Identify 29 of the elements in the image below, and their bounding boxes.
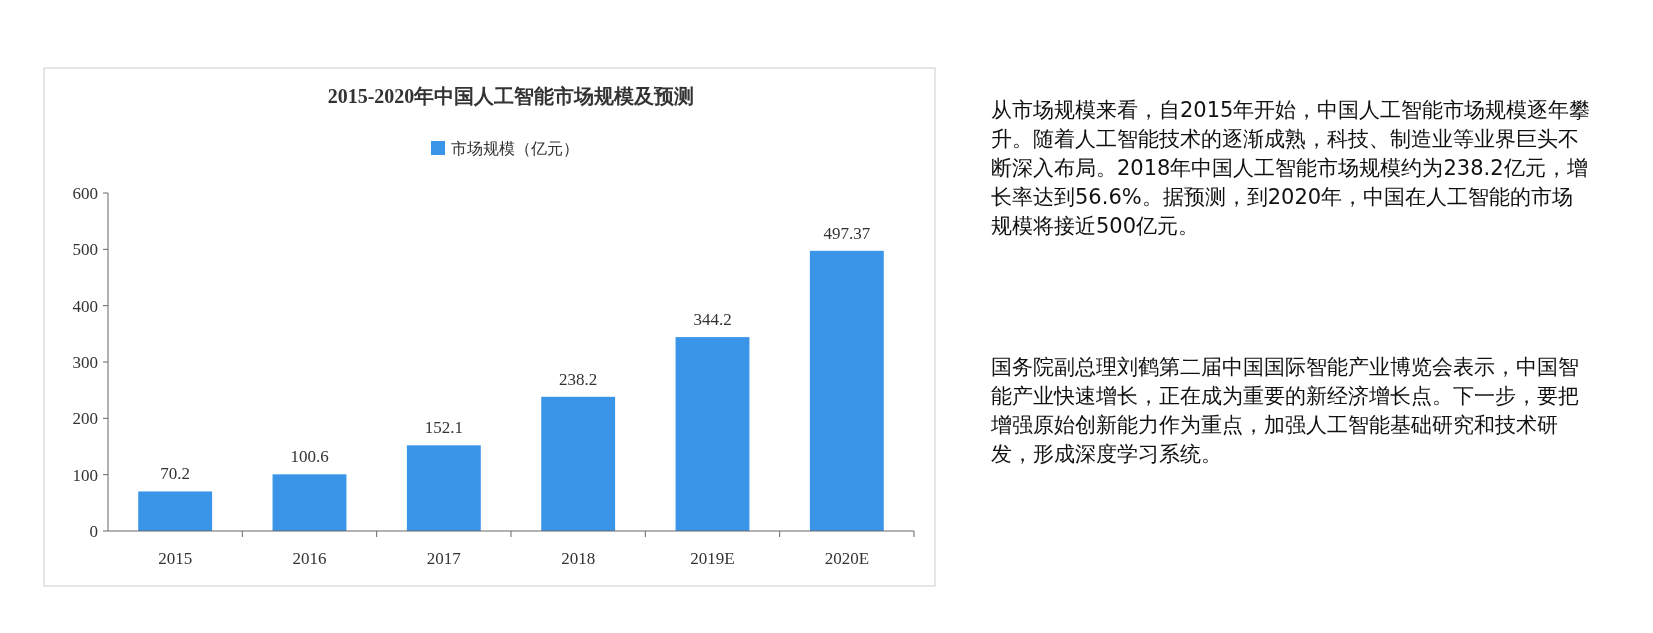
y-tick-label: 300 (72, 353, 98, 372)
x-tick-label: 2015 (158, 549, 193, 568)
data-label: 70.2 (160, 464, 191, 484)
x-tick-label: 2020E (824, 549, 870, 568)
data-label: 344.2 (693, 310, 732, 330)
x-tick-label: 2016 (292, 549, 327, 568)
x-tick-label: 2017 (426, 549, 462, 568)
bar (138, 491, 213, 531)
x-tick-label: 2018 (561, 549, 596, 568)
data-label: 238.2 (559, 369, 598, 389)
bar (406, 445, 481, 531)
text: 从市场规模来看，自2015年开始，中国人工智能市场规模逐年攀升。随着人工智能技术的逐渐成熟，科技、制造业等业界巨头不断深入布局。2018年中国人工智能市场规模约为238.2亿元，增长率达到56.6%。据预测，到2020年，中国在人工智能的市场规模将接近500亿元。 (991, 97, 1591, 240)
y-tick-label: 0 (89, 522, 98, 541)
chart-title: 2015-2020年中国人工智能市场规模及预测 (327, 85, 695, 107)
data-label: 497.37 (823, 223, 871, 243)
y-tick-label: 400 (72, 296, 98, 316)
data-label: 100.6 (290, 447, 329, 467)
text: 国务院副总理刘鹤第二届中国国际智能产业博览会表示，中国智能产业快速增长，正在成为重要的新经济增长点。下一步，要把增强原始创新能力作为重点，加强人工智能基础研究和技术研发，形成深度学习系统。 (991, 354, 1580, 468)
y-tick-label: 600 (72, 184, 98, 203)
y-tick-label: 200 (72, 409, 98, 429)
data-label: 152.1 (424, 418, 463, 438)
y-tick-label: 100 (72, 465, 98, 485)
bar (541, 396, 616, 531)
bar (675, 337, 750, 531)
legend-label: 市场规模（亿元） (451, 139, 579, 158)
bar (809, 250, 884, 531)
x-tick-label: 2019E (690, 549, 735, 568)
bar (272, 474, 347, 531)
y-tick-label: 500 (72, 240, 98, 260)
